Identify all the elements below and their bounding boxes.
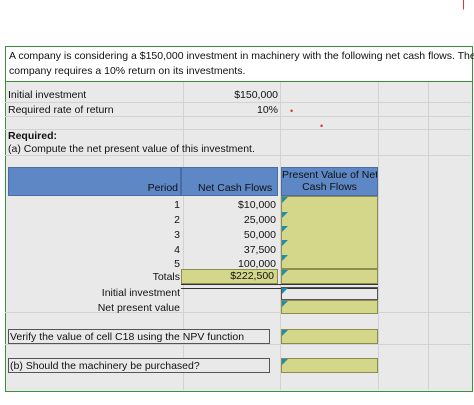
grid-line <box>5 116 471 117</box>
cell-corner-marker <box>282 301 288 307</box>
period-cell: 3 <box>174 229 180 241</box>
part-b-text: (b) Should the machinery be purchased? <box>10 360 200 372</box>
red-dot-marker: • <box>320 121 324 131</box>
cell-corner-marker <box>282 255 288 261</box>
cell-corner-marker <box>282 226 288 232</box>
problem-line-2: company requires a 10% return on its inv… <box>9 65 246 77</box>
cell-corner-marker <box>282 330 288 336</box>
cell-corner-marker <box>282 197 288 203</box>
cash-flow-cell: 37,500 <box>243 244 276 256</box>
period-cell: 2 <box>174 214 180 226</box>
initial-investment-row-label: Initial investment <box>101 287 180 299</box>
red-marker-top: | <box>462 0 466 10</box>
cell-corner-marker <box>282 359 288 365</box>
cash-flow-cell: 100,000 <box>238 258 276 270</box>
initial-investment-value[interactable]: $150,000 <box>234 89 278 101</box>
verify-npv-input[interactable] <box>281 329 378 344</box>
grid-line <box>280 80 281 390</box>
cash-header: Net Cash Flows <box>198 182 273 194</box>
verify-text: Verify the value of cell C18 using the N… <box>10 331 245 343</box>
part-b-answer-input[interactable] <box>281 358 378 373</box>
totals-label: Totals <box>152 271 180 283</box>
totals-cash-value: $222,500 <box>230 270 274 282</box>
pv-input-cells[interactable] <box>281 196 378 269</box>
grid-line <box>428 80 429 390</box>
part-a-text: (a) Compute the net present value of thi… <box>8 143 255 155</box>
period-header-cell: Period <box>8 167 181 196</box>
cash-flow-cell: 25,000 <box>243 214 276 226</box>
grid-line <box>183 80 184 390</box>
required-rate-value[interactable]: 10% <box>256 104 278 116</box>
grid-line <box>5 102 471 103</box>
required-heading: Required: <box>8 130 58 142</box>
cell-corner-marker <box>282 288 288 294</box>
pv-header-line-2: Cash Flows <box>302 181 357 193</box>
period-cell: 4 <box>174 244 180 256</box>
period-cell: 5 <box>174 258 180 270</box>
cell-corner-marker <box>282 270 288 276</box>
initial-investment-label: Initial investment <box>8 89 87 101</box>
cash-header-cell: Net Cash Flows <box>181 167 278 196</box>
verify-instruction-cell: Verify the value of cell C18 using the N… <box>8 329 270 344</box>
pv-header-line-1: Present Value of Net <box>282 169 378 181</box>
grid-line <box>5 312 471 313</box>
grid-line <box>5 155 471 156</box>
required-rate-label: Required rate of return <box>8 104 114 116</box>
npv-label: Net present value <box>97 302 180 314</box>
double-underline <box>181 284 378 289</box>
part-b-cell: (b) Should the machinery be purchased? <box>8 358 270 373</box>
pv-header-cell: Present Value of Net Cash Flows <box>281 167 378 196</box>
problem-statement: A company is considering a $150,000 inve… <box>5 46 474 82</box>
cell-corner-marker <box>282 240 288 246</box>
problem-line-1: A company is considering a $150,000 inve… <box>9 50 474 62</box>
initial-investment-input[interactable] <box>281 287 378 300</box>
grid-line <box>5 129 471 130</box>
npv-input[interactable] <box>281 300 378 314</box>
grid-line <box>378 80 379 390</box>
cell-corner-marker <box>282 212 288 218</box>
cash-flow-cell: $10,000 <box>238 199 276 211</box>
totals-cash-cell: $222,500 <box>181 269 278 284</box>
totals-pv-input[interactable] <box>281 269 378 284</box>
red-dot-marker: • <box>290 106 294 116</box>
cash-flow-cell: 50,000 <box>243 229 276 241</box>
period-cell: 1 <box>174 199 180 211</box>
period-header: Period <box>147 182 178 194</box>
grid-line <box>5 344 471 345</box>
